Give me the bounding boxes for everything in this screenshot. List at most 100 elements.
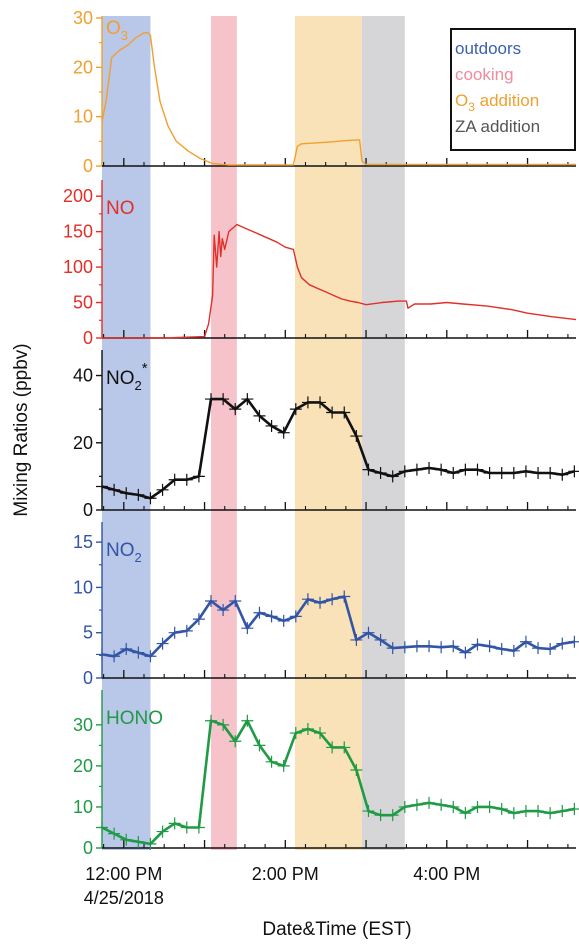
x-tick-label: 4:00 PM xyxy=(413,864,480,884)
hono-panel-data-point xyxy=(423,796,436,809)
no-panel-ytick-label: 150 xyxy=(63,222,93,242)
no2-panel-data-point xyxy=(386,642,399,655)
x-tick-label: 12:00 PM xyxy=(85,864,162,884)
hono-panel-data-point xyxy=(519,805,532,818)
o3-panel-ytick-label: 20 xyxy=(73,57,93,77)
no2-star-panel-data-point xyxy=(386,470,399,483)
hono-panel-data-point xyxy=(447,800,460,813)
no2-panel-data-point xyxy=(435,641,448,654)
no2-panel-data-point xyxy=(192,613,205,626)
no2-panel-data-point xyxy=(471,638,484,651)
no2-panel-data-point xyxy=(96,648,108,661)
legend: outdoors cooking O3 addition ZA addition xyxy=(450,28,576,151)
no2-panel-data-point xyxy=(156,637,169,650)
no2-star-panel-data-point xyxy=(229,403,242,416)
hono-panel-data-point xyxy=(205,714,218,727)
no2-panel-data-point xyxy=(289,610,302,623)
no2-star-panel-data-point xyxy=(277,426,290,439)
hono-panel-series-line xyxy=(101,719,575,846)
no2-panel-data-point xyxy=(338,590,351,603)
hono-panel-data-point xyxy=(410,798,423,811)
hono-panel-ytick-label: 20 xyxy=(73,756,93,776)
hono-panel-data-point xyxy=(180,821,193,834)
no2-panel-data-point xyxy=(362,626,375,639)
no2-panel-ytick-label: 5 xyxy=(83,623,93,643)
no2-star-panel-data-point xyxy=(253,409,266,422)
no2-star-panel-data-point xyxy=(132,488,145,501)
no2-star-panel-data-point xyxy=(326,406,339,419)
no2-star-panel-data-point xyxy=(205,393,218,406)
no2-star-panel-data-point xyxy=(217,393,230,406)
hono-panel-data-point xyxy=(156,825,169,838)
no2-star-panel-ytick-label: 40 xyxy=(73,366,93,386)
no2-star-panel-data-point xyxy=(314,396,327,409)
hono-panel-data-point xyxy=(168,817,181,830)
no2-star-panel-data-point xyxy=(362,463,375,476)
no2-star-panel-data-point xyxy=(471,463,484,476)
no2-panel-data-point xyxy=(241,622,254,635)
x-tick-label-date: 4/25/2018 xyxy=(84,888,164,908)
hono-panel-data-point xyxy=(338,741,351,754)
no2-panel-data-point xyxy=(217,604,230,617)
no2-star-panel-data-point xyxy=(265,419,278,432)
no2-panel-data-point xyxy=(507,644,520,657)
no2-panel-data-point xyxy=(265,610,278,623)
series-layer xyxy=(96,32,579,850)
no2-star-panel-data-point xyxy=(495,467,508,480)
no2-star-panel-data-point xyxy=(568,465,579,478)
no2-panel-data-point xyxy=(350,633,363,646)
band-outdoors xyxy=(102,16,151,850)
hono-panel-data-point xyxy=(362,805,375,818)
no2-star-panel-data-point xyxy=(289,403,302,416)
hono-panel-data-point xyxy=(386,809,399,822)
hono-panel-data-point xyxy=(374,809,387,822)
hono-panel-data-point xyxy=(289,727,302,740)
no2-panel-series-line xyxy=(101,595,575,658)
no2-panel-data-point xyxy=(568,635,579,648)
no2-panel-data-point xyxy=(532,642,545,655)
hono-panel-data-point xyxy=(350,764,363,776)
no2-panel-data-point xyxy=(544,643,557,656)
no2-panel-data-point xyxy=(205,595,218,607)
o3-panel-axes xyxy=(96,16,576,167)
x-axis-title: Date&Time (EST) xyxy=(262,919,411,940)
no2-panel-data-point xyxy=(301,593,314,606)
o3-panel-ytick-label: 0 xyxy=(83,156,93,176)
no2-star-panel-data-point xyxy=(144,492,157,505)
hono-panel-data-point xyxy=(192,821,205,834)
legend-entry-o3-addition: O3 addition xyxy=(455,91,539,114)
no2-panel-ytick-label: 15 xyxy=(73,532,93,552)
no2-panel-data-point xyxy=(229,595,242,607)
no2-star-panel-data-point xyxy=(544,467,557,480)
hono-panel-ytick-label: 30 xyxy=(73,715,93,735)
o3-panel-ytick-label: 30 xyxy=(73,8,93,28)
no2-star-panel-data-point xyxy=(459,463,472,476)
no2-star-panel-data-point xyxy=(532,467,545,480)
hono-panel-data-point xyxy=(471,800,484,813)
no2-panel-data-point xyxy=(132,646,145,659)
no2-panel-data-point xyxy=(108,650,121,663)
no2-panel-data-point xyxy=(277,614,290,627)
hono-panel-data-point xyxy=(241,714,254,727)
no-panel-label: NO xyxy=(106,198,135,219)
no2-star-panel-data-point xyxy=(180,473,193,486)
no2-panel-data-point xyxy=(314,596,327,609)
hono-panel-data-point xyxy=(265,755,278,768)
no2-star-panel-data-point xyxy=(350,430,363,443)
hono-panel-data-point xyxy=(532,805,545,818)
no-panel-ytick-label: 0 xyxy=(83,328,93,348)
hono-panel-data-point xyxy=(435,798,448,811)
hono-panel-data-point xyxy=(132,835,145,848)
no2-star-panel-series-line xyxy=(101,397,575,500)
no2-panel-data-point xyxy=(374,633,387,646)
no2-panel-data-point xyxy=(410,640,423,653)
no2-star-panel-data-point xyxy=(96,480,108,493)
hono-panel-data-point xyxy=(568,803,579,815)
legend-box xyxy=(450,28,576,151)
no2-panel-data-point xyxy=(180,624,193,637)
no2-star-panel-data-point xyxy=(338,406,351,419)
hono-panel-data-point xyxy=(120,833,133,846)
